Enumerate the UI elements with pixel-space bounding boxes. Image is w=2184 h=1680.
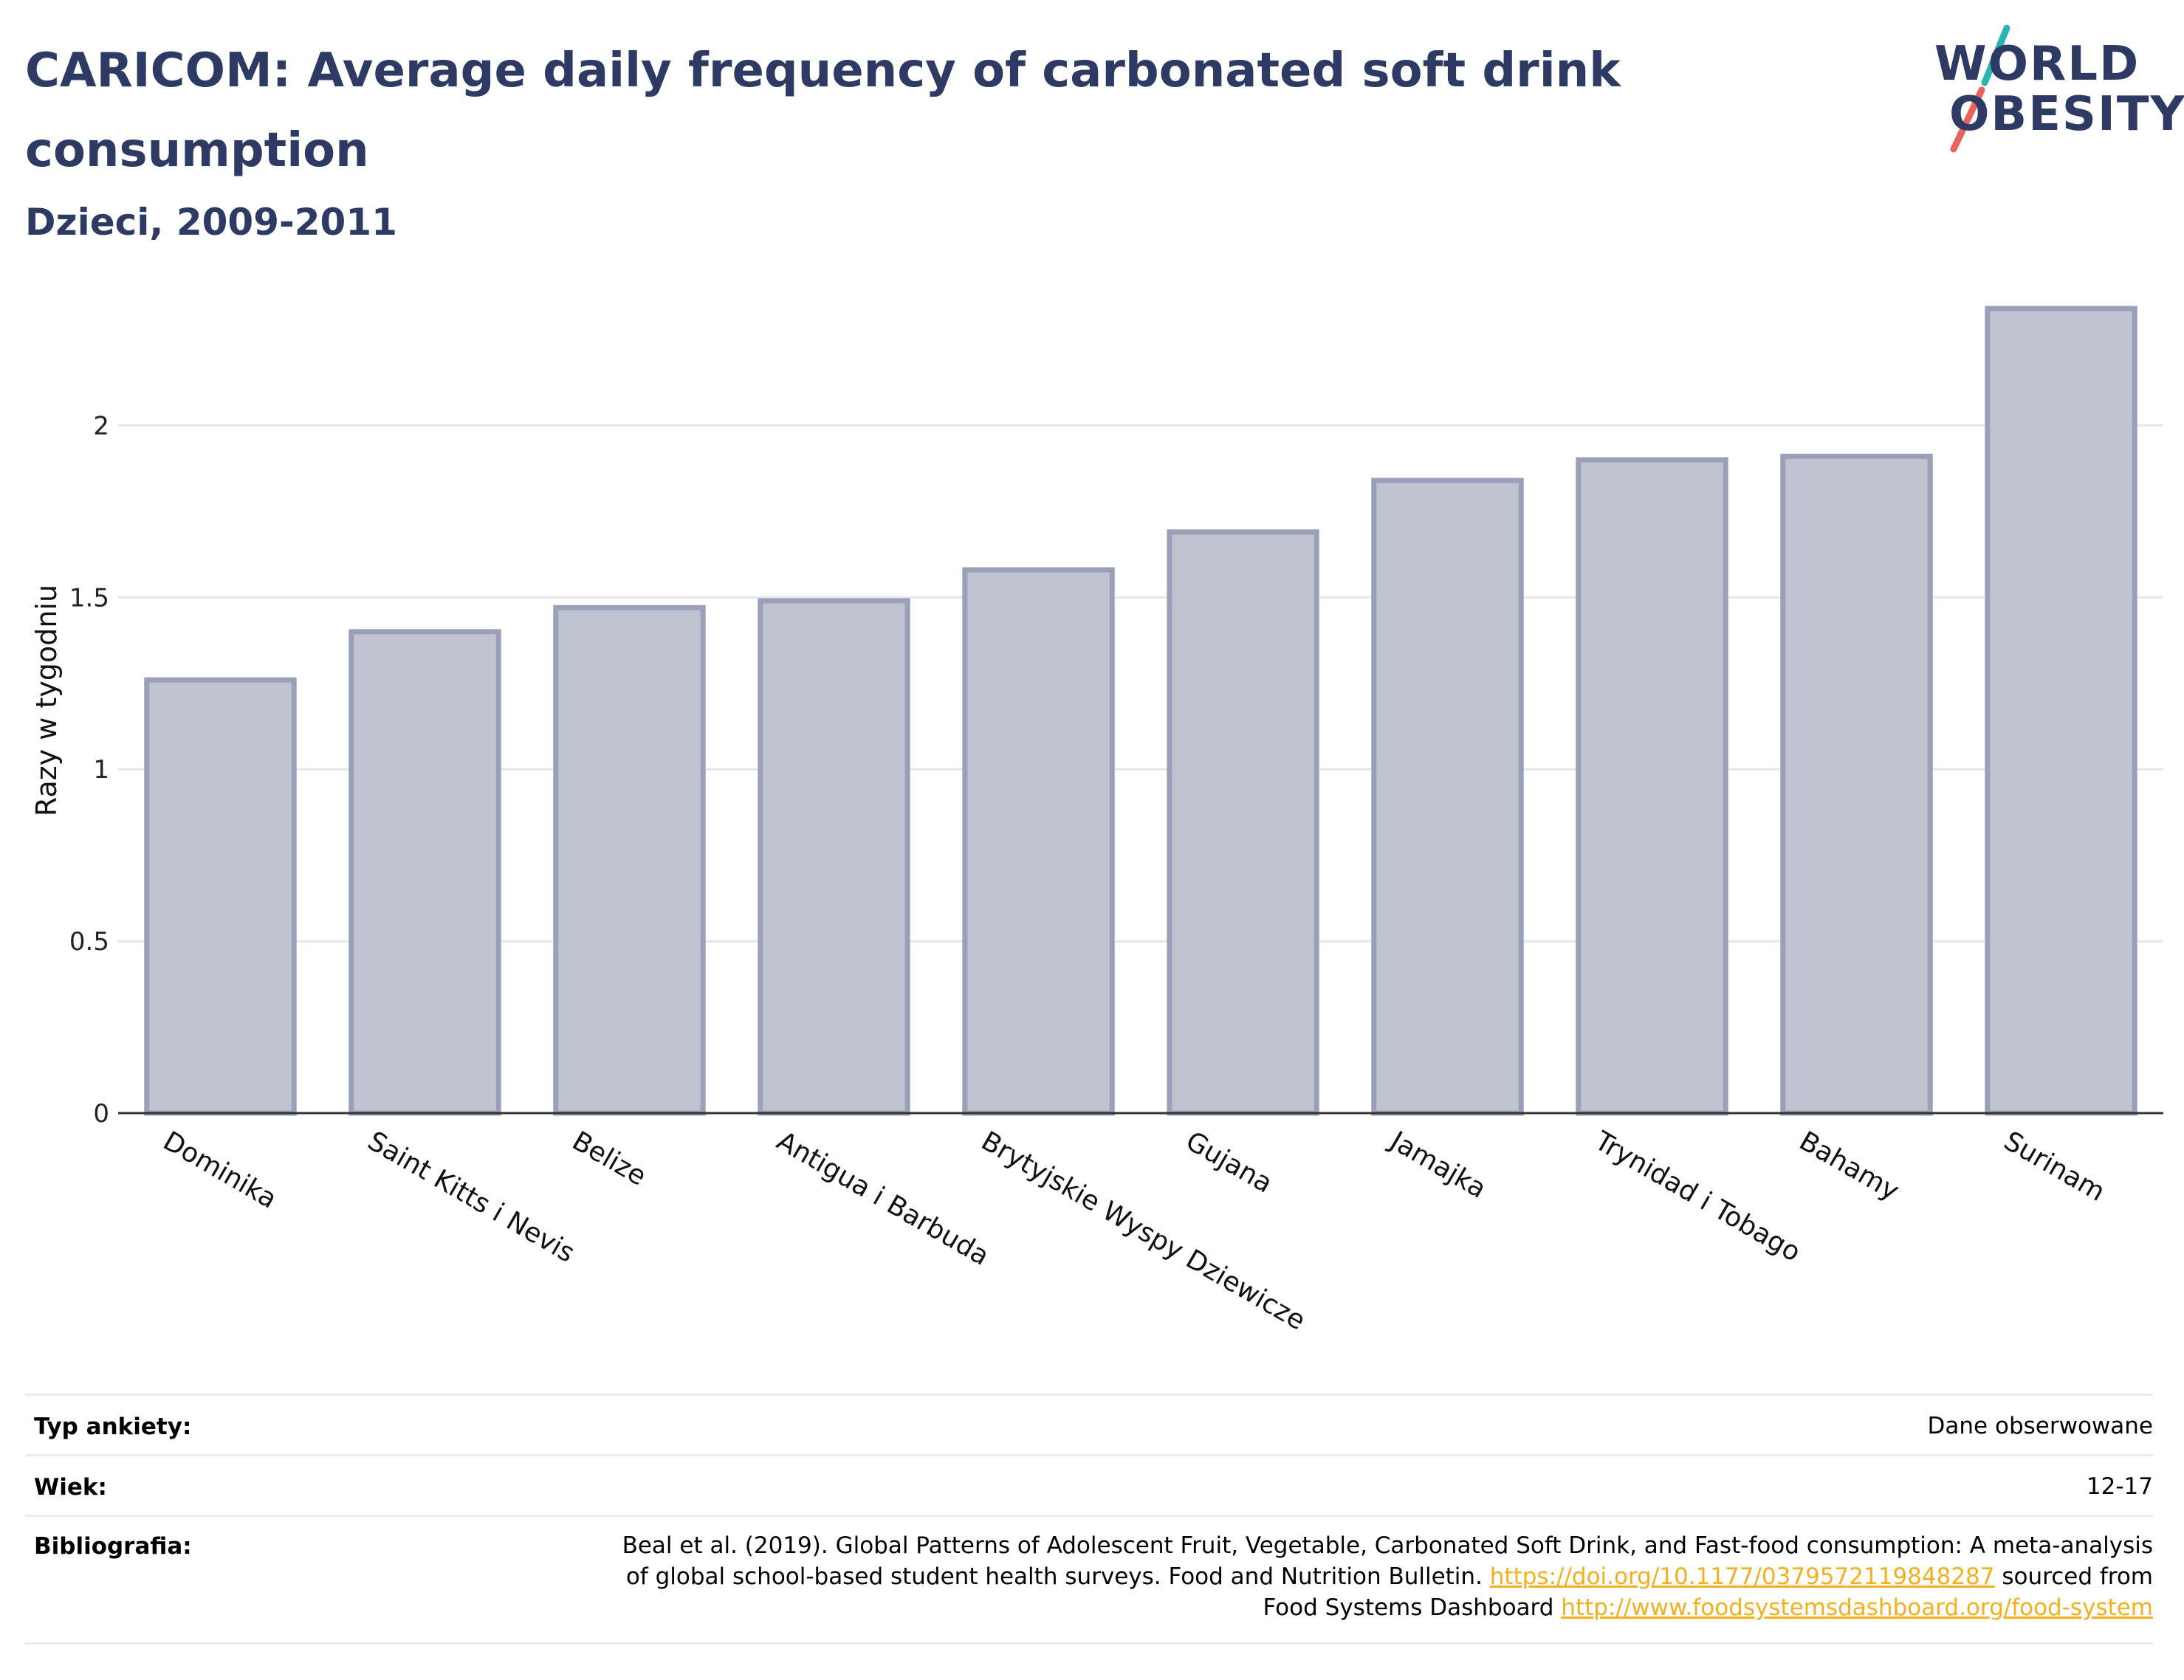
x-tick-label: Jamajka <box>1384 1125 1491 1205</box>
meta-row-age: Wiek: 12-17 <box>25 1454 2153 1517</box>
logo-word-world: WORLD <box>1934 37 2140 92</box>
bar <box>758 598 910 1116</box>
meta-label-bibliography: Bibliografia: <box>34 1533 192 1560</box>
bar <box>553 605 706 1116</box>
logo-word-obesity: OBESITY <box>1949 87 2184 142</box>
meta-value-bibliography: Beal et al. (2019). Global Patterns of A… <box>455 1530 2153 1623</box>
meta-row-bibliography: Bibliografia: Beal et al. (2019). Global… <box>25 1515 2153 1645</box>
meta-label-survey-type: Typ ankiety: <box>34 1414 192 1440</box>
bar <box>1780 453 1933 1116</box>
bibliography-line-3-text: Food Systems Dashboard <box>1263 1594 1554 1621</box>
bar <box>1985 306 2137 1116</box>
bibliography-line-1: Beal et al. (2019). Global Patterns of A… <box>622 1532 2153 1559</box>
bar <box>1167 529 1319 1116</box>
bar-chart: 0 0.5 1 1.5 2 Razy w tygodniu Dominika Saint Ki… <box>30 306 2163 1336</box>
chart-title: CARICOM: Average daily frequency of carb… <box>25 44 1621 178</box>
bibliography-line-2-text: of global school-based student health su… <box>625 1563 1483 1590</box>
bibliography-line-2: of global school-based student health su… <box>455 1561 2153 1592</box>
y-tick-label: 0.5 <box>69 927 109 957</box>
x-tick-label: Brytyjskie Wyspy Dziewicze <box>976 1126 1311 1336</box>
x-tick-label: Surinam <box>1999 1126 2110 1208</box>
x-tick-label: Bahamy <box>1794 1126 1904 1207</box>
y-tick-label: 2 <box>93 411 109 441</box>
meta-label-age: Wiek: <box>34 1474 107 1501</box>
logo-slash-icon <box>1950 24 2010 153</box>
y-tick-label: 0 <box>93 1099 109 1129</box>
meta-value-survey-type: Dane obserwowane <box>1927 1413 2153 1439</box>
x-tick-label: Antigua i Barbuda <box>772 1126 994 1272</box>
x-tick-label: Gujana <box>1181 1126 1277 1199</box>
bar <box>144 677 297 1116</box>
bar <box>348 629 501 1116</box>
doi-link[interactable]: https://doi.org/10.1177/0379572119848287 <box>1489 1563 1995 1590</box>
bar <box>1576 457 1728 1116</box>
meta-row-survey-type: Typ ankiety: Dane obserwowane <box>25 1394 2153 1456</box>
world-obesity-logo: WORLD OBESITY <box>1920 22 2184 155</box>
x-tick-label: Trynidad i Tobago <box>1589 1126 1805 1268</box>
bar <box>1371 478 1524 1116</box>
x-tick-label: Belize <box>567 1126 651 1191</box>
chart-subtitle: Dzieci, 2009-2011 <box>25 201 397 244</box>
bibliography-line-3: Food Systems Dashboard http://www.foodsy… <box>455 1592 2153 1623</box>
x-tick-label: Saint Kitts i Nevis <box>363 1126 580 1268</box>
y-axis-title: Razy w tygodniu <box>30 585 63 816</box>
bar <box>962 567 1115 1116</box>
food-systems-dashboard-link[interactable]: http://www.foodsystemsdashboard.org/food… <box>1561 1594 2153 1621</box>
x-tick-label: Dominika <box>158 1126 282 1214</box>
y-tick-label: 1.5 <box>69 583 109 613</box>
y-tick-label: 1 <box>93 755 109 785</box>
meta-value-age: 12-17 <box>2086 1473 2153 1500</box>
bibliography-line-2-suffix: sourced from <box>2002 1563 2153 1590</box>
